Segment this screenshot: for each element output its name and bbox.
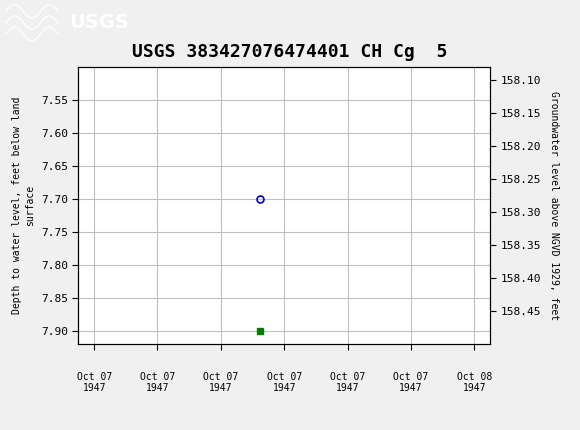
Text: Oct 07
1947: Oct 07 1947 <box>77 372 112 393</box>
Text: Oct 07
1947: Oct 07 1947 <box>267 372 302 393</box>
Text: Oct 08
1947: Oct 08 1947 <box>456 372 492 393</box>
Text: Oct 07
1947: Oct 07 1947 <box>330 372 365 393</box>
Y-axis label: Groundwater level above NGVD 1929, feet: Groundwater level above NGVD 1929, feet <box>549 91 559 320</box>
Text: Oct 07
1947: Oct 07 1947 <box>203 372 238 393</box>
Text: Oct 07
1947: Oct 07 1947 <box>393 372 429 393</box>
Text: USGS: USGS <box>70 13 129 32</box>
Text: USGS 383427076474401 CH Cg  5: USGS 383427076474401 CH Cg 5 <box>132 43 448 61</box>
Text: Oct 07
1947: Oct 07 1947 <box>140 372 175 393</box>
Y-axis label: Depth to water level, feet below land
surface: Depth to water level, feet below land su… <box>12 97 35 314</box>
